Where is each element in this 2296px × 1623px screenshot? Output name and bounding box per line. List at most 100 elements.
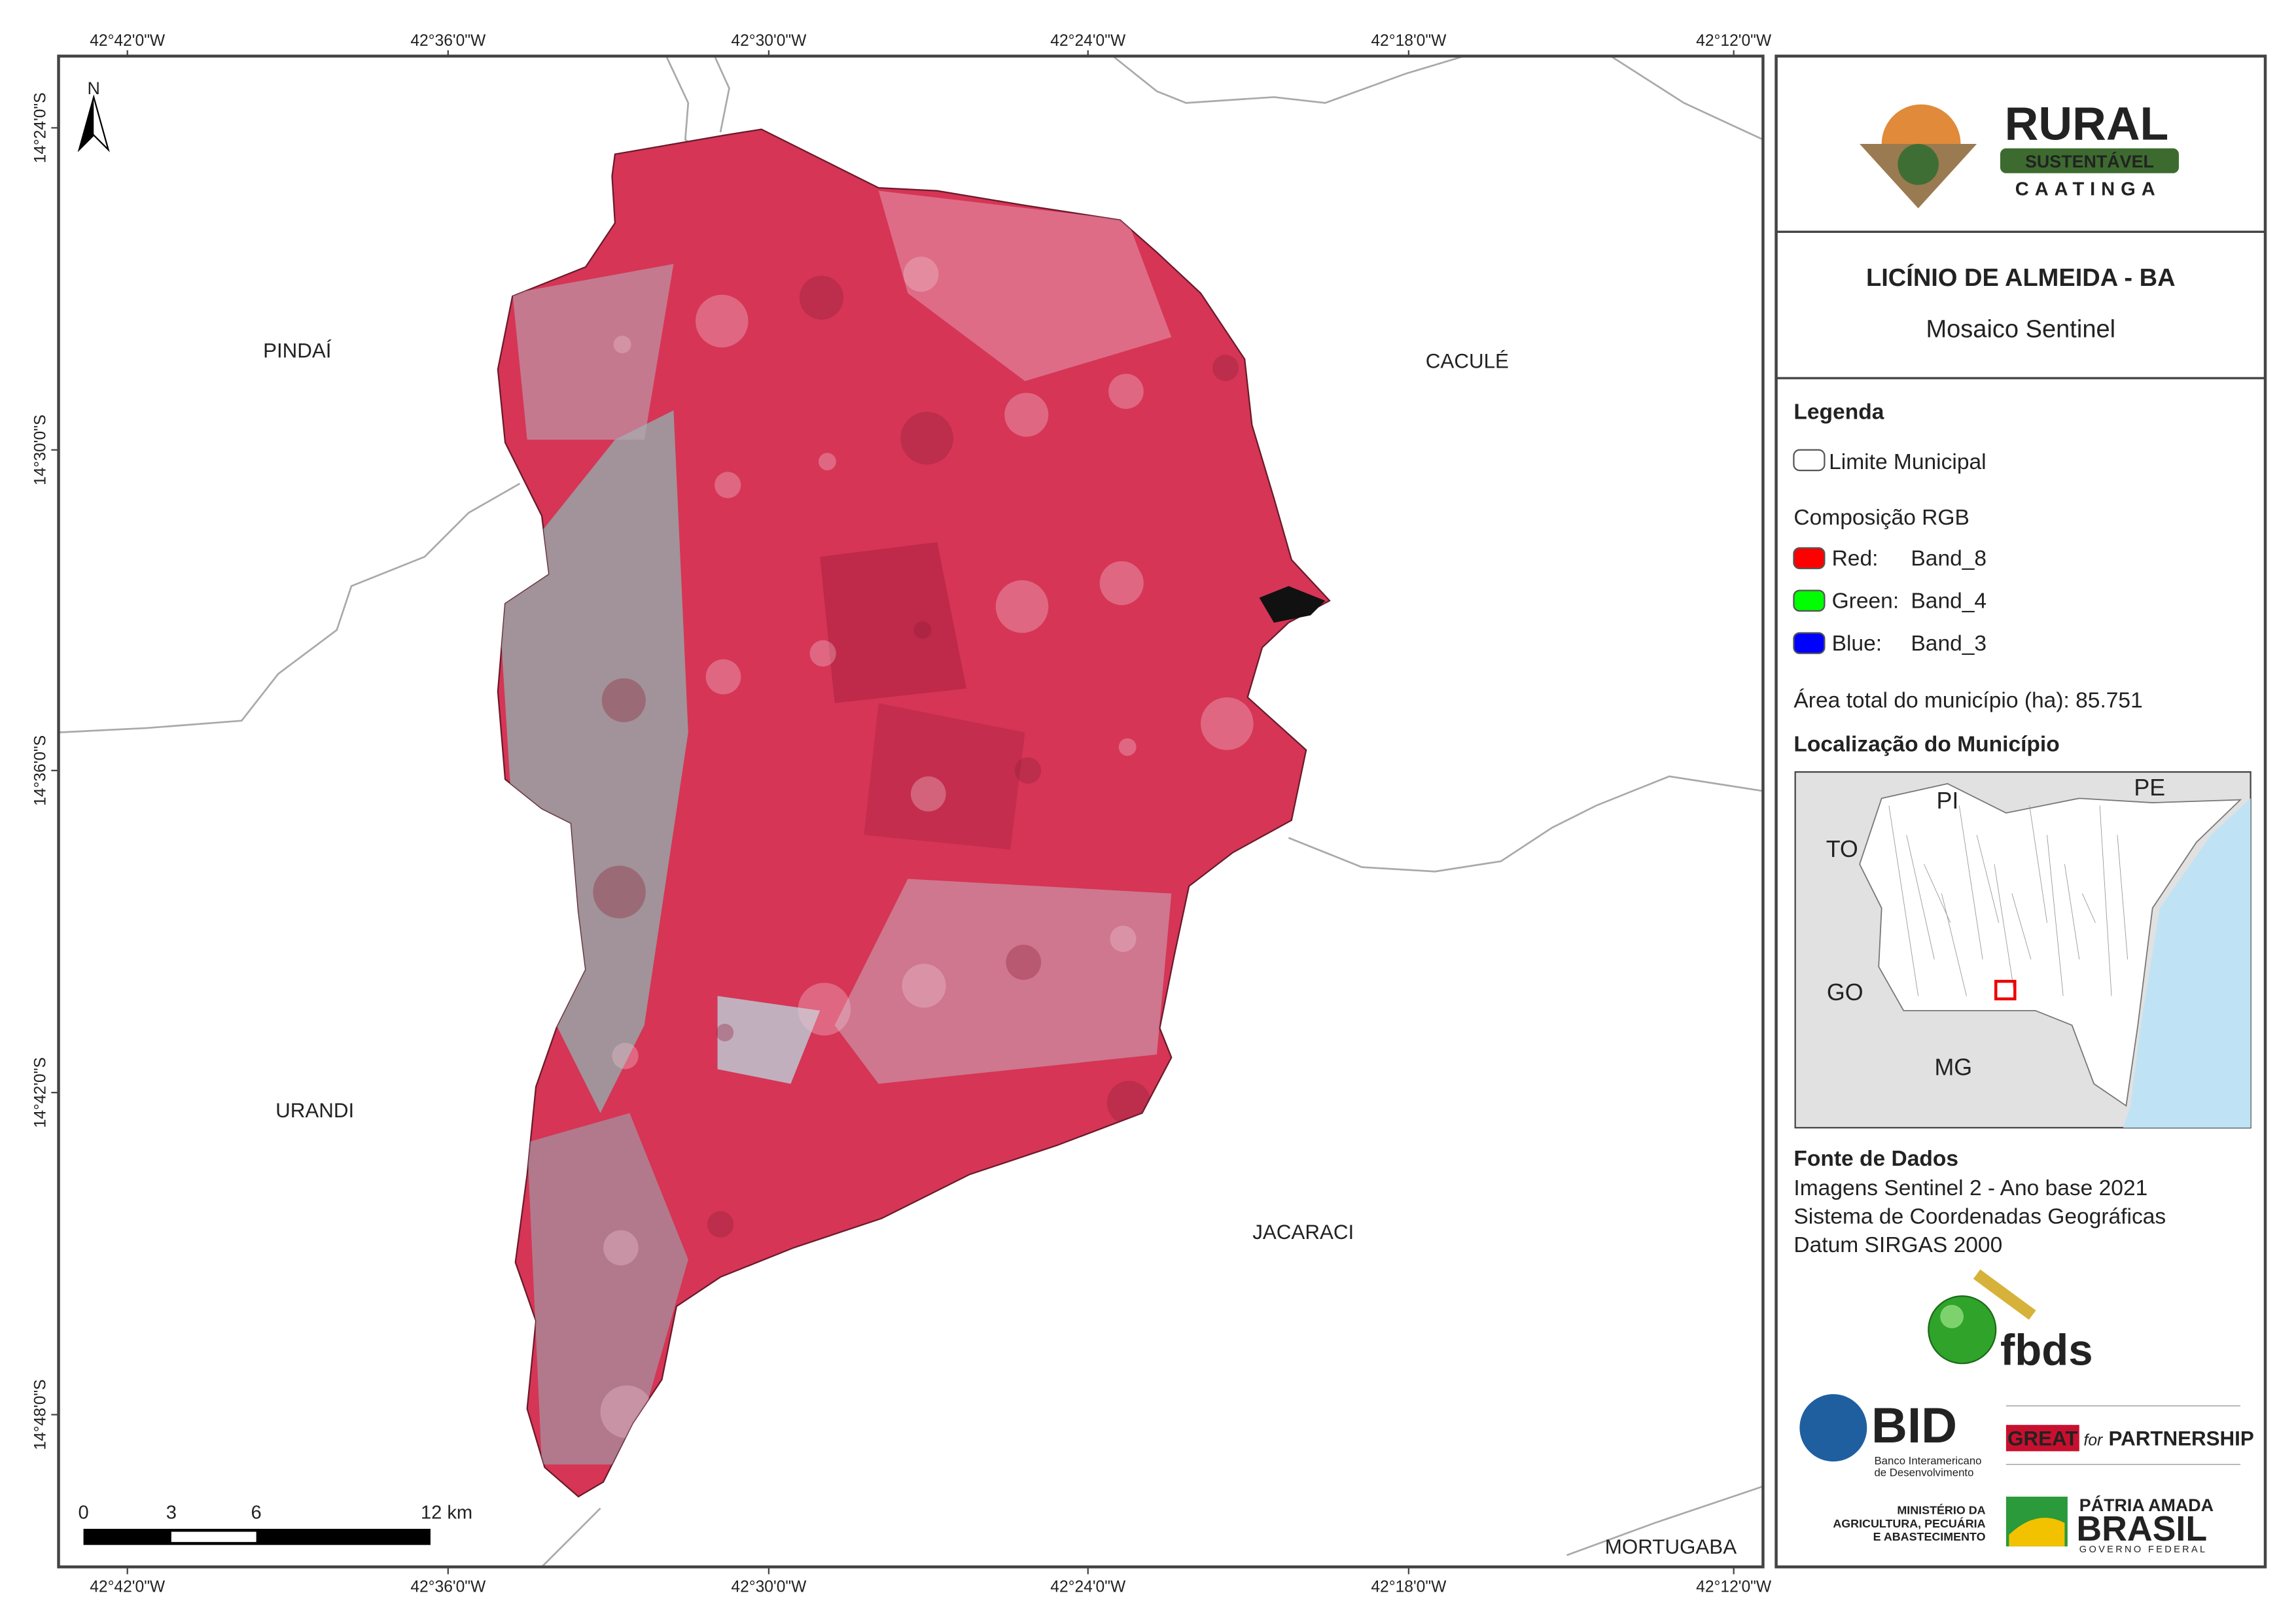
band-channel: Red:	[1832, 547, 1879, 571]
texture-patch	[1118, 738, 1137, 756]
band-channel: Green:	[1832, 589, 1899, 613]
legend-label: Limite Municipal	[1829, 450, 1987, 474]
texture-patch	[799, 275, 844, 320]
state-label: MG	[1934, 1054, 1972, 1080]
texture-patch	[1201, 697, 1254, 750]
longitude-label: 42°18'0"W	[1371, 1578, 1447, 1596]
map-frame	[57, 54, 1765, 1569]
texture-patch	[1212, 355, 1239, 381]
map-body	[58, 56, 1763, 1567]
inset-municipal-line	[2064, 864, 2080, 960]
inset-title: Localização do Município	[1793, 733, 2059, 757]
scale-label: 12 km	[421, 1502, 472, 1523]
clearing	[864, 703, 1025, 850]
texture-patch	[1110, 926, 1137, 952]
legend-subtitle: Composição RGB	[1793, 506, 1969, 530]
scale-bar	[83, 1529, 431, 1545]
latitude-label: 14°36'0"S	[31, 735, 49, 806]
longitude-label: 42°12'0"W	[1696, 1578, 1772, 1596]
inset-municipal-line	[2047, 835, 2064, 996]
inset-municipal-line	[2011, 893, 2032, 960]
bid-emblem	[1799, 1394, 1867, 1462]
longitude-label: 42°30'0"W	[731, 1578, 807, 1596]
longitude-label: 42°42'0"W	[90, 1578, 166, 1596]
scale-label: 0	[78, 1502, 88, 1523]
band-name: Band_3	[1911, 631, 1987, 655]
clearing	[512, 264, 674, 440]
longitude-label: 42°42'0"W	[90, 32, 166, 50]
bid-name: de Desenvolvimento	[1874, 1466, 1973, 1478]
inset-municipal-line	[1958, 805, 1983, 960]
latitude-label: 14°24'0"S	[31, 92, 49, 163]
great-for: for	[2084, 1432, 2104, 1450]
sources-line: Sistema de Coordenadas Geográficas	[1793, 1204, 2166, 1229]
inset-municipal-line	[2029, 805, 2048, 923]
great-text: GREAT	[2007, 1427, 2077, 1450]
texture-patch	[1106, 1081, 1151, 1125]
longitude-label: 42°36'0"W	[410, 1578, 486, 1596]
texture-patch	[1004, 393, 1049, 437]
logo-tagline: CAATINGA	[2015, 179, 2161, 200]
sources-title: Fonte de Dados	[1793, 1147, 1958, 1171]
great-box	[2005, 1425, 2079, 1452]
logo-title: RURAL	[2005, 97, 2169, 150]
inset-municipal-line	[1906, 835, 1935, 960]
band-swatch	[1793, 589, 1826, 612]
state-label: PI	[1936, 788, 1958, 814]
scale-bar-segment	[171, 1531, 256, 1543]
texture-patch	[612, 1043, 639, 1070]
ministry-text: MINISTÉRIO DA	[1897, 1503, 1985, 1517]
neighbour-boundary	[713, 56, 730, 133]
logo-tree	[1898, 144, 1939, 185]
fbds-ball	[1928, 1295, 1997, 1365]
place-name: URANDI	[275, 1099, 354, 1122]
north-label: N	[88, 79, 100, 98]
bid-name: Banco Interamericano	[1874, 1455, 1981, 1467]
brasil-gov: GOVERNO FEDERAL	[2079, 1544, 2208, 1555]
longitude-label: 42°12'0"W	[1696, 32, 1772, 50]
brasil-text: BRASIL	[2076, 1509, 2207, 1548]
fbds-bar	[1973, 1269, 2036, 1320]
boundary-swatch	[1793, 449, 1826, 472]
texture-patch	[715, 472, 741, 498]
inset-municipal-line	[2099, 805, 2112, 996]
longitude-label: 42°18'0"W	[1371, 32, 1447, 50]
sources-line: Imagens Sentinel 2 - Ano base 2021	[1793, 1176, 2147, 1200]
clearing	[717, 996, 821, 1084]
inset-municipal-line	[1888, 805, 1919, 996]
place-name: JACARACI	[1252, 1221, 1354, 1244]
neighbour-boundary	[1566, 1485, 1763, 1556]
logo-band	[2000, 148, 2179, 173]
brasil-flag-yellow	[2009, 1518, 2065, 1546]
legend-title: Legenda	[1793, 400, 1884, 425]
neighbour-boundary	[1288, 775, 1763, 873]
texture-patch	[798, 983, 851, 1036]
scale-label: 3	[166, 1502, 177, 1523]
clearing	[878, 190, 1172, 381]
texture-patch	[902, 964, 946, 1008]
band-name: Band_4	[1911, 589, 1987, 613]
texture-patch	[707, 1211, 734, 1238]
inset-ocean	[2123, 798, 2251, 1128]
inset-municipal-line	[1941, 893, 1967, 996]
neighbour-boundary	[541, 1507, 601, 1567]
reservoir	[1259, 585, 1326, 623]
neighbour-boundary	[58, 483, 521, 733]
texture-patch	[818, 453, 836, 471]
scale-label: 6	[251, 1502, 262, 1523]
clearing	[820, 542, 967, 703]
sources-line: Datum SIRGAS 2000	[1793, 1233, 2002, 1257]
vegetation-strip	[527, 1113, 688, 1465]
place-name: CACULÉ	[1426, 349, 1509, 372]
brasil-top: PÁTRIA AMADA	[2079, 1495, 2214, 1515]
texture-patch	[716, 1023, 734, 1041]
latitude-label: 14°30'0"S	[31, 415, 49, 485]
texture-patch	[603, 1230, 639, 1266]
state-label: GO	[1827, 979, 1863, 1005]
state-label: TO	[1826, 836, 1858, 862]
texture-patch	[910, 776, 946, 812]
texture-patch	[613, 336, 631, 354]
logo-subtitle: SUSTENTÁVEL	[2025, 151, 2154, 171]
